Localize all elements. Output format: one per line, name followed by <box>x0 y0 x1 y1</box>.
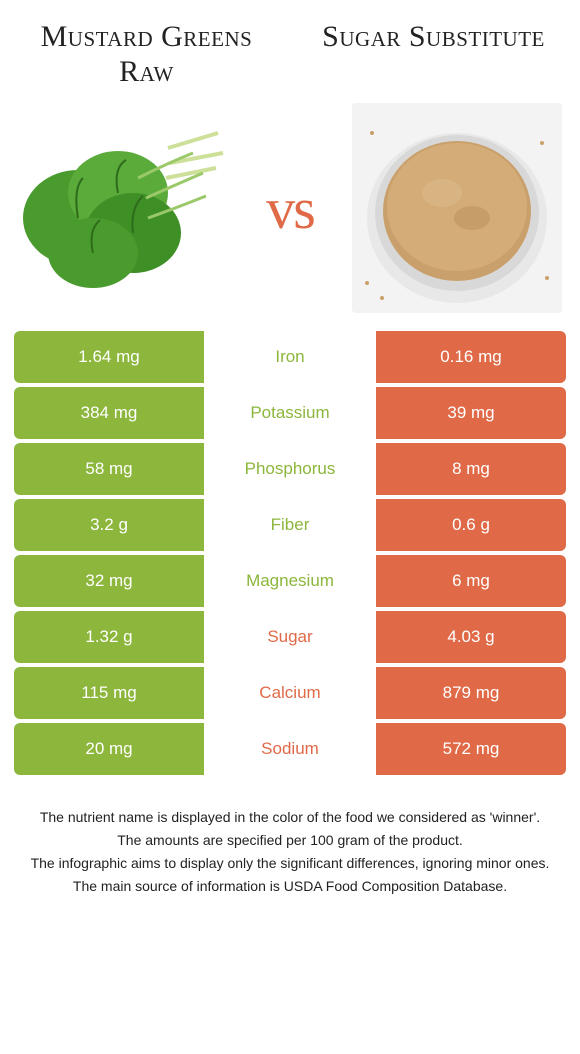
table-row: 32 mgMagnesium6 mg <box>14 555 566 607</box>
nutrient-label: Phosphorus <box>204 443 376 495</box>
left-value: 32 mg <box>14 555 204 607</box>
table-row: 3.2 gFiber0.6 g <box>14 499 566 551</box>
nutrient-label: Calcium <box>204 667 376 719</box>
comparison-table: 1.64 mgIron0.16 mg384 mgPotassium39 mg58… <box>14 331 566 775</box>
right-value: 6 mg <box>376 555 566 607</box>
nutrient-label: Sodium <box>204 723 376 775</box>
footer-line-1: The nutrient name is displayed in the co… <box>20 807 560 828</box>
left-image <box>18 103 228 313</box>
sugar-substitute-icon <box>352 103 562 313</box>
table-row: 1.64 mgIron0.16 mg <box>14 331 566 383</box>
table-row: 58 mgPhosphorus8 mg <box>14 443 566 495</box>
left-value: 20 mg <box>14 723 204 775</box>
table-row: 115 mgCalcium879 mg <box>14 667 566 719</box>
footer-line-4: The main source of information is USDA F… <box>20 876 560 897</box>
table-row: 1.32 gSugar4.03 g <box>14 611 566 663</box>
table-row: 384 mgPotassium39 mg <box>14 387 566 439</box>
right-value: 39 mg <box>376 387 566 439</box>
table-row: 20 mgSodium572 mg <box>14 723 566 775</box>
left-value: 3.2 g <box>14 499 204 551</box>
footer-line-2: The amounts are specified per 100 gram o… <box>20 830 560 851</box>
left-value: 384 mg <box>14 387 204 439</box>
right-image <box>352 103 562 313</box>
left-value: 58 mg <box>14 443 204 495</box>
mustard-greens-icon <box>18 108 228 308</box>
nutrient-label: Sugar <box>204 611 376 663</box>
right-value: 879 mg <box>376 667 566 719</box>
left-title: Mustard Greens Raw <box>14 20 279 89</box>
right-value: 0.6 g <box>376 499 566 551</box>
right-value: 572 mg <box>376 723 566 775</box>
right-title: Sugar Substitute <box>301 20 566 55</box>
images-row: vs <box>14 103 566 313</box>
footer-line-3: The infographic aims to display only the… <box>20 853 560 874</box>
right-value: 8 mg <box>376 443 566 495</box>
left-value: 1.32 g <box>14 611 204 663</box>
nutrient-label: Iron <box>204 331 376 383</box>
vs-label: vs <box>266 175 314 242</box>
header: Mustard Greens Raw Sugar Substitute <box>14 20 566 89</box>
footer-notes: The nutrient name is displayed in the co… <box>14 807 566 897</box>
left-value: 1.64 mg <box>14 331 204 383</box>
nutrient-label: Magnesium <box>204 555 376 607</box>
left-value: 115 mg <box>14 667 204 719</box>
nutrient-label: Potassium <box>204 387 376 439</box>
right-value: 4.03 g <box>376 611 566 663</box>
right-value: 0.16 mg <box>376 331 566 383</box>
nutrient-label: Fiber <box>204 499 376 551</box>
